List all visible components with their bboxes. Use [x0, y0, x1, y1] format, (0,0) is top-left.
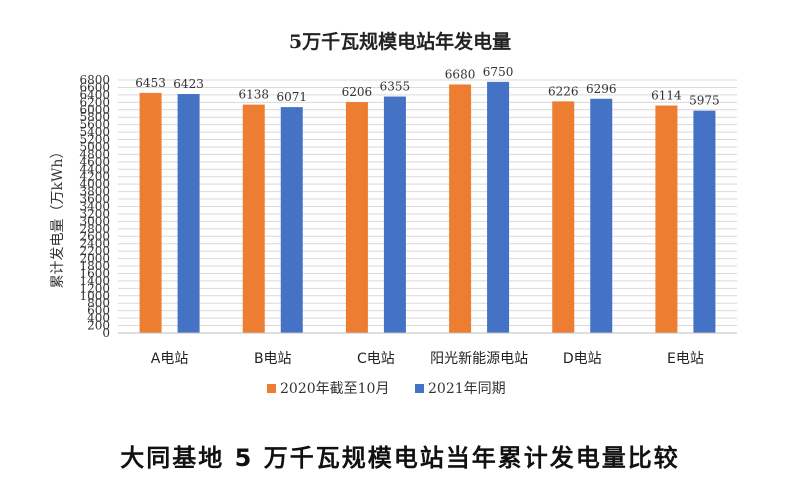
gridlines — [118, 79, 737, 327]
x-category-label: C电站 — [357, 351, 395, 367]
y-tick-label: 6200 — [79, 95, 110, 109]
data-label: 6226 — [548, 84, 579, 98]
y-tick-label: 5000 — [79, 140, 110, 154]
y-tick-label: 2200 — [79, 244, 110, 258]
y-tick-label: 1400 — [79, 274, 110, 288]
chart: 5万千瓦规模电站年发电量 020040060080010001200140016… — [50, 30, 737, 397]
y-tick-label: 5200 — [79, 133, 110, 147]
y-tick-label: 4400 — [79, 162, 110, 176]
y-tick-label: 4200 — [79, 170, 110, 184]
y-tick-label: 2000 — [79, 252, 110, 266]
bar-2020 — [655, 105, 678, 334]
legend-label-2020: 2020年截至10月 — [280, 381, 389, 397]
data-labels: 6453 6423 6138 6071 6206 6355 6680 6750 6226 6296… — [135, 65, 719, 108]
y-tick-label: 3400 — [79, 200, 110, 214]
y-tick-label: 2600 — [79, 229, 110, 243]
data-label: 6453 — [135, 76, 166, 90]
bar-2020 — [552, 101, 575, 334]
y-tick-label: 2400 — [79, 237, 110, 251]
chart-title: 5万千瓦规模电站年发电量 — [289, 30, 511, 53]
y-tick-label: 3800 — [79, 185, 110, 199]
bars — [139, 81, 716, 334]
y-axis-ticks: 0200400600800100012001400160018002000220… — [79, 73, 110, 340]
y-tick-label: 6000 — [79, 103, 110, 117]
data-label: 6296 — [586, 82, 617, 96]
data-label: 5975 — [689, 94, 720, 108]
y-tick-label: 2800 — [79, 222, 110, 236]
bar-2021 — [280, 107, 303, 334]
legend-label-2021: 2021年同期 — [428, 381, 506, 397]
y-tick-label: 1200 — [79, 281, 110, 295]
bar-2021 — [487, 81, 510, 333]
y-tick-label: 3000 — [79, 214, 110, 228]
y-tick-label: 4600 — [79, 155, 110, 169]
y-tick-label: 800 — [87, 296, 110, 310]
x-axis-categories: A电站 B电站 C电站 阳光新能源电站 D电站 E电站 — [151, 351, 704, 367]
bar-2020 — [449, 84, 472, 333]
data-label: 6114 — [651, 89, 682, 103]
data-label: 6071 — [276, 90, 307, 104]
y-tick-label: 5400 — [79, 125, 110, 139]
data-label: 6423 — [173, 77, 204, 91]
y-tick-label: 1000 — [79, 289, 110, 303]
x-category-label: E电站 — [667, 351, 704, 367]
figure-caption: 大同基地 5 万千瓦规模电站当年累计发电量比较 — [120, 444, 680, 472]
y-tick-label: 4000 — [79, 177, 110, 191]
y-tick-label: 1800 — [79, 259, 110, 273]
data-label: 6206 — [342, 85, 373, 99]
y-tick-label: 1600 — [79, 266, 110, 280]
data-label: 6750 — [483, 65, 514, 79]
legend: 2020年截至10月 2021年同期 — [267, 381, 506, 397]
y-tick-label: 4800 — [79, 147, 110, 161]
data-label: 6355 — [380, 80, 411, 94]
x-category-label: 阳光新能源电站 — [430, 351, 528, 367]
y-tick-label: 5600 — [79, 118, 110, 132]
legend-swatch-2020 — [267, 384, 276, 393]
y-tick-label: 3600 — [79, 192, 110, 206]
y-tick-label: 600 — [87, 304, 110, 318]
y-tick-label: 5800 — [79, 110, 110, 124]
bar-2021 — [590, 98, 613, 333]
y-axis-title: 累计发电量（万kWh） — [50, 145, 66, 289]
y-tick-label: 6400 — [79, 88, 110, 102]
y-tick-label: 3200 — [79, 207, 110, 221]
bar-2021 — [383, 96, 406, 334]
y-tick-label: 200 — [87, 319, 110, 333]
x-category-label: A电站 — [151, 351, 189, 367]
y-tick-label: 6800 — [79, 73, 110, 87]
bar-2020 — [242, 104, 265, 333]
data-label: 6680 — [445, 67, 476, 81]
legend-swatch-2021 — [415, 384, 424, 393]
bar-2021 — [693, 110, 716, 333]
y-tick-label: 400 — [87, 311, 110, 325]
y-tick-label: 6600 — [79, 80, 110, 94]
y-tick-label: 0 — [102, 326, 110, 340]
bar-2020 — [345, 102, 368, 333]
x-category-label: D电站 — [563, 351, 602, 367]
x-category-label: B电站 — [254, 351, 292, 367]
bar-2021 — [177, 94, 200, 334]
data-label: 6138 — [238, 88, 269, 102]
bar-2020 — [139, 92, 162, 334]
